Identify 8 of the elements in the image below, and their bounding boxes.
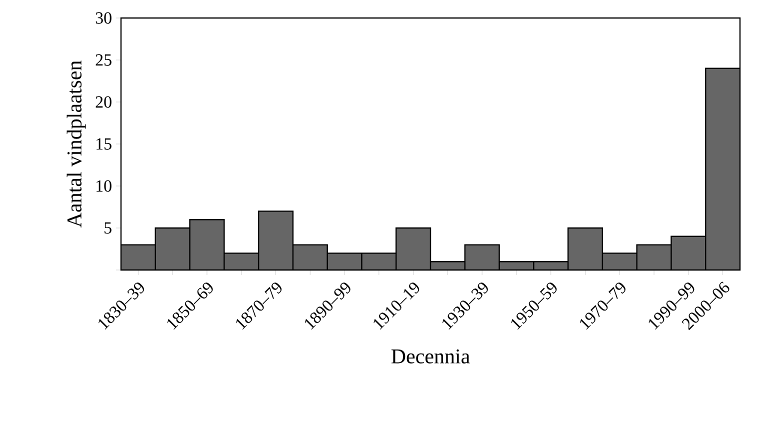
- y-tick-label: 30: [96, 12, 112, 24]
- y-tick-label: 15: [96, 138, 112, 150]
- y-axis-title: Aantal vindplaatsen: [66, 60, 86, 228]
- x-axis-title: Decennia: [391, 349, 470, 364]
- y-tick-label: 5: [104, 222, 112, 234]
- y-tick-label: 25: [96, 54, 112, 66]
- y-tick-label: 10: [96, 180, 112, 192]
- y-tick-label: 20: [96, 96, 112, 108]
